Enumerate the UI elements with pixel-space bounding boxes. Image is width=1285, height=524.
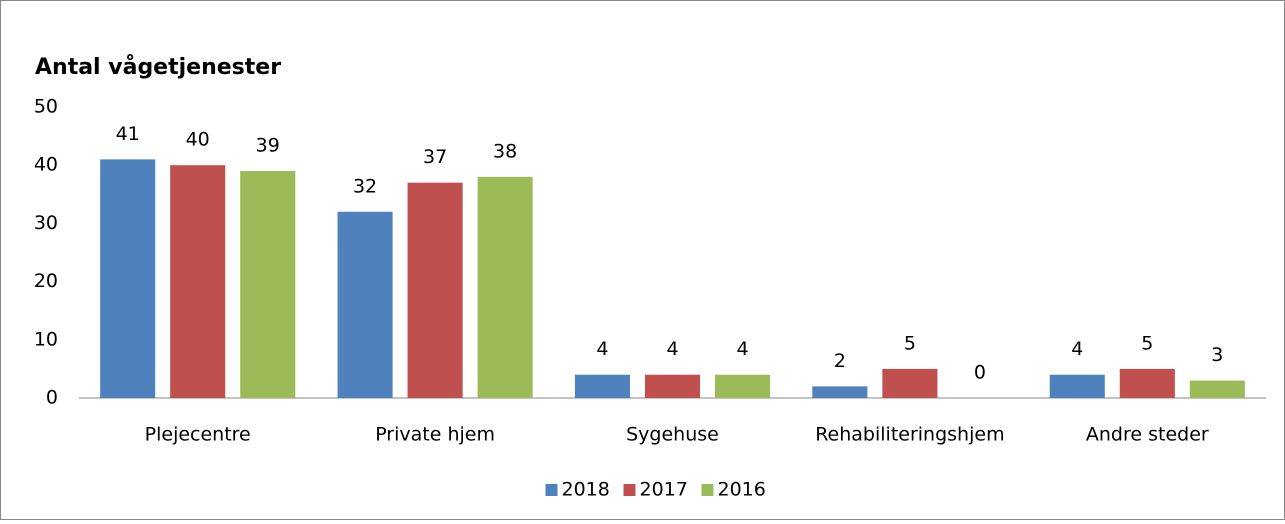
bar	[170, 165, 226, 398]
y-tick-label: 0	[46, 387, 58, 409]
y-tick-label: 40	[34, 154, 58, 176]
bar	[337, 211, 393, 398]
legend-swatch	[623, 484, 636, 496]
x-tick-label: Sygehuse	[626, 424, 719, 446]
bar	[714, 374, 771, 398]
data-label: 4	[596, 338, 608, 360]
x-tick-label: Private hjem	[375, 424, 495, 446]
bar	[100, 159, 156, 398]
data-label: 38	[493, 140, 517, 162]
data-label: 32	[353, 175, 377, 197]
data-label: 4	[1071, 338, 1083, 360]
x-tick-label: Plejecentre	[145, 424, 251, 446]
legend-label: 2018	[562, 479, 610, 501]
bar	[882, 368, 938, 398]
data-label: 5	[904, 332, 916, 354]
data-label: 5	[1141, 332, 1153, 354]
bar	[1119, 368, 1175, 398]
data-label: 4	[736, 338, 748, 360]
bar	[644, 374, 701, 398]
bar	[1189, 380, 1245, 398]
legend-label: 2017	[640, 479, 688, 501]
chart-title: Antal vågetjenester	[35, 54, 281, 80]
y-tick-label: 10	[34, 328, 58, 350]
y-tick-label: 50	[34, 96, 58, 118]
data-label: 4	[666, 338, 678, 360]
data-label: 39	[256, 135, 280, 157]
bar	[477, 176, 533, 398]
data-label: 41	[116, 123, 140, 145]
bar	[1049, 374, 1105, 398]
data-label: 40	[186, 129, 210, 151]
x-tick-label: Rehabiliteringshjem	[815, 424, 1004, 446]
legend-swatch	[701, 484, 714, 496]
bar	[240, 171, 296, 398]
bar	[407, 182, 463, 398]
bar	[574, 374, 631, 398]
x-tick-label: Andre steder	[1086, 424, 1209, 446]
legend-swatch	[545, 484, 558, 496]
bar	[812, 386, 868, 398]
legend-label: 2016	[718, 479, 766, 501]
data-label: 0	[974, 362, 986, 384]
y-tick-label: 30	[34, 212, 58, 234]
data-label: 3	[1211, 344, 1223, 366]
data-label: 2	[834, 350, 846, 372]
data-label: 37	[423, 146, 447, 168]
y-tick-label: 20	[34, 270, 58, 292]
